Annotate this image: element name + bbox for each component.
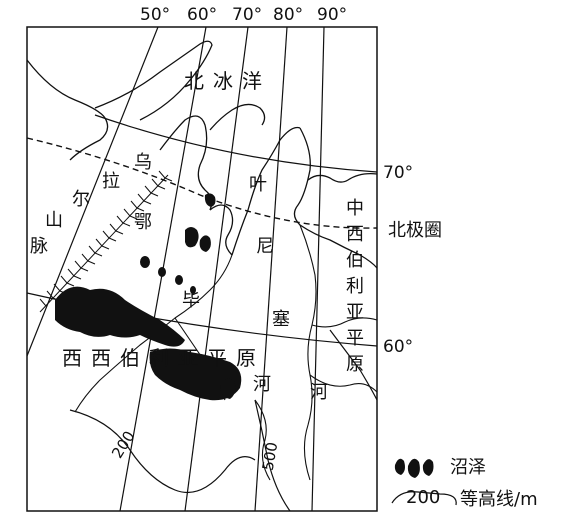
csp-char-7: 原: [346, 354, 364, 375]
csp-char-6: 平: [346, 328, 364, 349]
yenisei-char-4: 河: [253, 374, 271, 395]
legend: 沼泽 200 等高线/m: [391, 457, 538, 510]
arctic-circle: [26, 137, 378, 229]
ural-char-5: 脉: [30, 236, 48, 257]
coast-gydan: [231, 126, 301, 256]
yenisei-char-3: 塞: [272, 309, 290, 330]
swamp-dots: [140, 256, 196, 294]
contour-200-line: [69, 409, 256, 494]
swamp-north-1: [185, 227, 199, 248]
parallel-70: [94, 114, 378, 173]
coast-gulf-ob: [209, 204, 234, 256]
contour-500-label: 500: [259, 441, 282, 472]
ob-river-label: 毕: [182, 290, 200, 311]
contour-east-line: [329, 329, 378, 401]
contour-lines: [69, 329, 378, 512]
lon-label-80: 80°: [273, 5, 303, 25]
swamp-east-small: [220, 378, 236, 399]
arctic-circle-label: 北极圈: [388, 220, 442, 241]
yenisei-char-2: 尼: [256, 236, 274, 257]
yenisei-char-1: 叶: [249, 174, 267, 195]
csp-char-1: 中: [346, 198, 364, 219]
longitude-lines: [26, 26, 325, 512]
ural-char-3: 尔: [72, 189, 90, 210]
swamp-areas: [55, 193, 242, 401]
ural-char-1: 乌: [134, 152, 152, 173]
map-frame: [26, 26, 378, 512]
lat-label-60: 60°: [383, 337, 413, 357]
longitude-labels: 50° 60° 70° 80° 90°: [140, 5, 347, 25]
swamp-north-3: [204, 193, 216, 207]
csp-char-4: 利: [346, 276, 364, 297]
contour-500-line: [254, 399, 291, 512]
contour-legend-symbol: [391, 491, 457, 506]
lon-label-60: 60°: [187, 5, 217, 25]
coast-east-bay: [307, 172, 378, 183]
meridian-80: [254, 26, 288, 512]
river-label-east: 河: [310, 382, 328, 403]
swamp-legend-symbol: [394, 458, 434, 478]
river-yenisei-trib: [311, 317, 378, 328]
csp-char-2: 西: [346, 224, 364, 245]
meridian-90: [311, 26, 325, 512]
coast-novaya-zemlya: [94, 40, 213, 121]
swamp-mid: [149, 348, 242, 401]
meridian-50: [26, 26, 159, 357]
lon-label-70: 70°: [232, 5, 262, 25]
coast-north-islands: [209, 103, 266, 131]
lon-label-50: 50°: [140, 5, 170, 25]
swamp-legend-label: 沼泽: [450, 457, 486, 478]
contour-legend-value: 200: [406, 487, 440, 508]
ural-char-2: 拉: [102, 171, 120, 192]
meridian-70: [184, 26, 249, 512]
swamp-large-west: [55, 286, 185, 347]
coast-yamal: [159, 115, 213, 211]
arctic-ocean-label: 北冰洋: [184, 69, 271, 93]
central-siberian-plain-label: 中 西 伯 利 亚 平 原: [346, 198, 364, 375]
river-yenisei: [299, 224, 317, 481]
ural-spikes: [39, 170, 166, 307]
west-siberian-plain-label: 西西伯利亚平原: [62, 346, 265, 370]
lat-label-70: 70°: [383, 163, 413, 183]
lon-label-90: 90°: [317, 5, 347, 25]
swamp-north-2: [199, 235, 211, 252]
ural-char-4: 山: [45, 210, 63, 231]
ural-spikes-right: [52, 177, 173, 302]
river-lower: [254, 399, 271, 481]
coast-taymyr: [293, 127, 378, 269]
gulf-ob-label: 鄂: [134, 212, 152, 233]
csp-char-3: 伯: [346, 250, 364, 271]
contour-legend-label: 等高线/m: [460, 489, 538, 510]
csp-char-5: 亚: [346, 302, 364, 323]
ural-ridge: [39, 174, 169, 313]
coast-west: [26, 59, 109, 161]
